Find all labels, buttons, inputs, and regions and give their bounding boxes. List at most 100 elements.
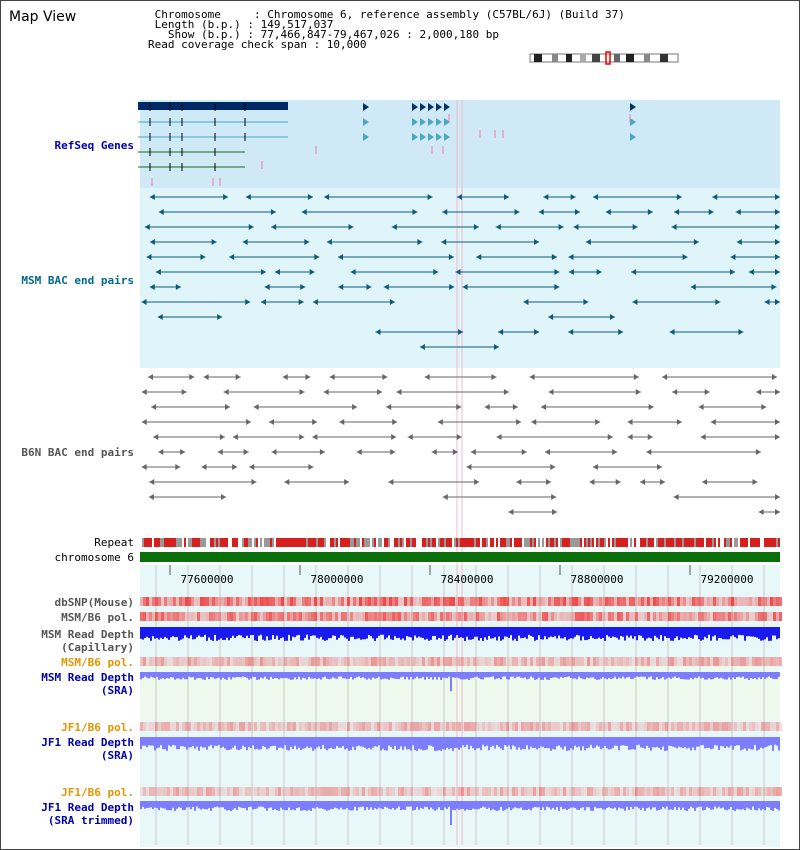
jf1-b6-pol-cell [767,722,770,731]
jf1-b6-pol-cell [623,787,626,796]
msm-bac-pair-end [261,269,267,275]
msm-b6-pol-cell [266,657,269,666]
jf1-b6-pol-cell [698,722,701,731]
jf1-sra-depth-bar [280,737,282,748]
msm-b6-pol-cell [497,657,500,666]
msm-b6-pol-cell [338,612,341,621]
track-label-msm-b6-pol-1[interactable]: MSM/B6 pol. [61,611,134,624]
track-label-b6n-bac[interactable]: B6N BAC end pairs [21,446,134,459]
dbsnp-cell [248,597,251,606]
jf1-sra-trimmed-depth-bar [572,801,574,808]
jf1-b6-pol-cell [632,787,635,796]
msm-b6-pol-cell [578,612,581,621]
dbsnp-cell [395,597,398,606]
track-label-refseq[interactable]: RefSeq Genes [54,139,134,152]
msm-capillary-depth-bar [646,627,648,639]
dbsnp-cell [668,597,671,606]
jf1-b6-pol-cell [482,722,485,731]
jf1-sra-trimmed-depth-bar [624,801,626,811]
msm-capillary-depth-bar [316,627,318,638]
msm-sra-depth-bar [416,672,418,677]
jf1-sra-trimmed-depth-bar [638,801,640,809]
track-label-dbsnp[interactable]: dbSNP(Mouse) [54,596,134,609]
msm-sra-depth-bar [358,672,360,677]
msm-b6-pol-cell [593,612,596,621]
track-label-msm-b6-pol-2[interactable]: MSM/B6 pol. [61,656,134,669]
jf1-b6-pol-cell [392,787,395,796]
jf1-sra-depth-bar [576,737,578,748]
msm-sra-depth-bar [618,672,620,678]
jf1-sra-trimmed-depth-bar [178,801,180,808]
track-label-jf1-b6-pol-2[interactable]: JF1/B6 pol. [61,786,134,799]
msm-b6-pol-cell [413,612,416,621]
track-label-msm-bac[interactable]: MSM BAC end pairs [21,274,134,287]
dbsnp-cell [614,597,617,606]
jf1-b6-pol-cell [404,787,407,796]
msm-sra-depth-bar [216,672,218,679]
msm-b6-pol-cell [665,612,668,621]
msm-capillary-depth-bar [718,627,720,639]
ideogram-position-marker [605,51,611,65]
jf1-sra-trimmed-depth-bar [452,801,454,810]
repeat-segment [698,538,700,547]
msm-capillary-depth-bar [238,627,240,636]
jf1-b6-pol-cell [752,787,755,796]
msm-capillary-depth-bar [594,627,596,639]
msm-capillary-depth-bar [244,627,246,639]
jf1-sra-trimmed-depth-bar [498,801,500,811]
msm-capillary-depth-bar [442,627,444,636]
jf1-sra-trimmed-depth-bar [420,801,422,808]
msm-b6-pol-cell [668,657,671,666]
jf1-b6-pol-cell [443,722,446,731]
msm-capillary-depth-bar [360,627,362,640]
msm-capillary-depth-bar [202,627,204,637]
msm-capillary-depth-bar [308,627,310,640]
jf1-b6-pol-cell [773,787,776,796]
jf1-sra-depth-bar [662,737,664,747]
repeat-segment [260,538,262,547]
jf1-b6-pol-cell [158,722,161,731]
msm-capillary-depth-bar [590,627,592,637]
dbsnp-cell [551,597,554,606]
msm-sra-depth-bar [720,672,722,678]
jf1-sra-trimmed-depth-bar [770,801,772,810]
jf1-sra-depth-bar [182,737,184,747]
msm-capillary-depth-bar [414,627,416,636]
dbsnp-cell [629,597,632,606]
track-label-jf1-read-depth-trimmed[interactable]: JF1 Read Depth (SRA trimmed) [41,801,134,827]
msm-capillary-depth-bar [472,627,474,640]
track-label-msm-read-depth-sra[interactable]: MSM Read Depth (SRA) [41,671,134,697]
jf1-b6-pol-cell [353,722,356,731]
jf1-sra-depth-bar [196,737,198,747]
track-label-jf1-read-depth-sra[interactable]: JF1 Read Depth (SRA) [41,736,134,762]
msm-b6-pol-cell [452,612,455,621]
msm-b6-pol-cell [269,612,272,621]
jf1-b6-pol-cell [725,722,728,731]
jf1-b6-pol-cell [638,722,641,731]
msm-sra-depth-bar [160,672,162,679]
jf1-sra-trimmed-depth-bar [218,801,220,808]
dbsnp-cell [521,597,524,606]
jf1-sra-depth-bar [256,737,258,749]
jf1-b6-pol-cell [479,787,482,796]
msm-sra-depth-bar [628,672,630,677]
dbsnp-cell [326,597,329,606]
msm-sra-depth-bar [496,672,498,679]
msm-bac-pair-end [141,299,147,305]
msm-bac-pair-end [383,284,389,290]
chromosome-bar [140,552,780,562]
b6n-bac-pair-end [771,374,777,380]
msm-sra-depth-bar [262,672,264,679]
msm-sra-depth-bar [756,672,758,680]
msm-b6-pol-cell [716,612,719,621]
msm-capillary-depth-bar [682,627,684,639]
dbsnp-cell [746,597,749,606]
repeat-segment [164,538,166,547]
jf1-sra-depth-bar [304,737,306,749]
dbsnp-cell [437,597,440,606]
jf1-b6-pol-cell [572,722,575,731]
msm-sra-depth-bar [512,672,514,677]
track-label-msm-read-depth-capillary[interactable]: MSM Read Depth (Capillary) [41,628,134,654]
track-label-jf1-b6-pol-1[interactable]: JF1/B6 pol. [61,721,134,734]
